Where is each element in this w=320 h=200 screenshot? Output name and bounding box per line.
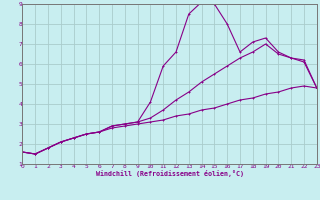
X-axis label: Windchill (Refroidissement éolien,°C): Windchill (Refroidissement éolien,°C) [96,170,244,177]
